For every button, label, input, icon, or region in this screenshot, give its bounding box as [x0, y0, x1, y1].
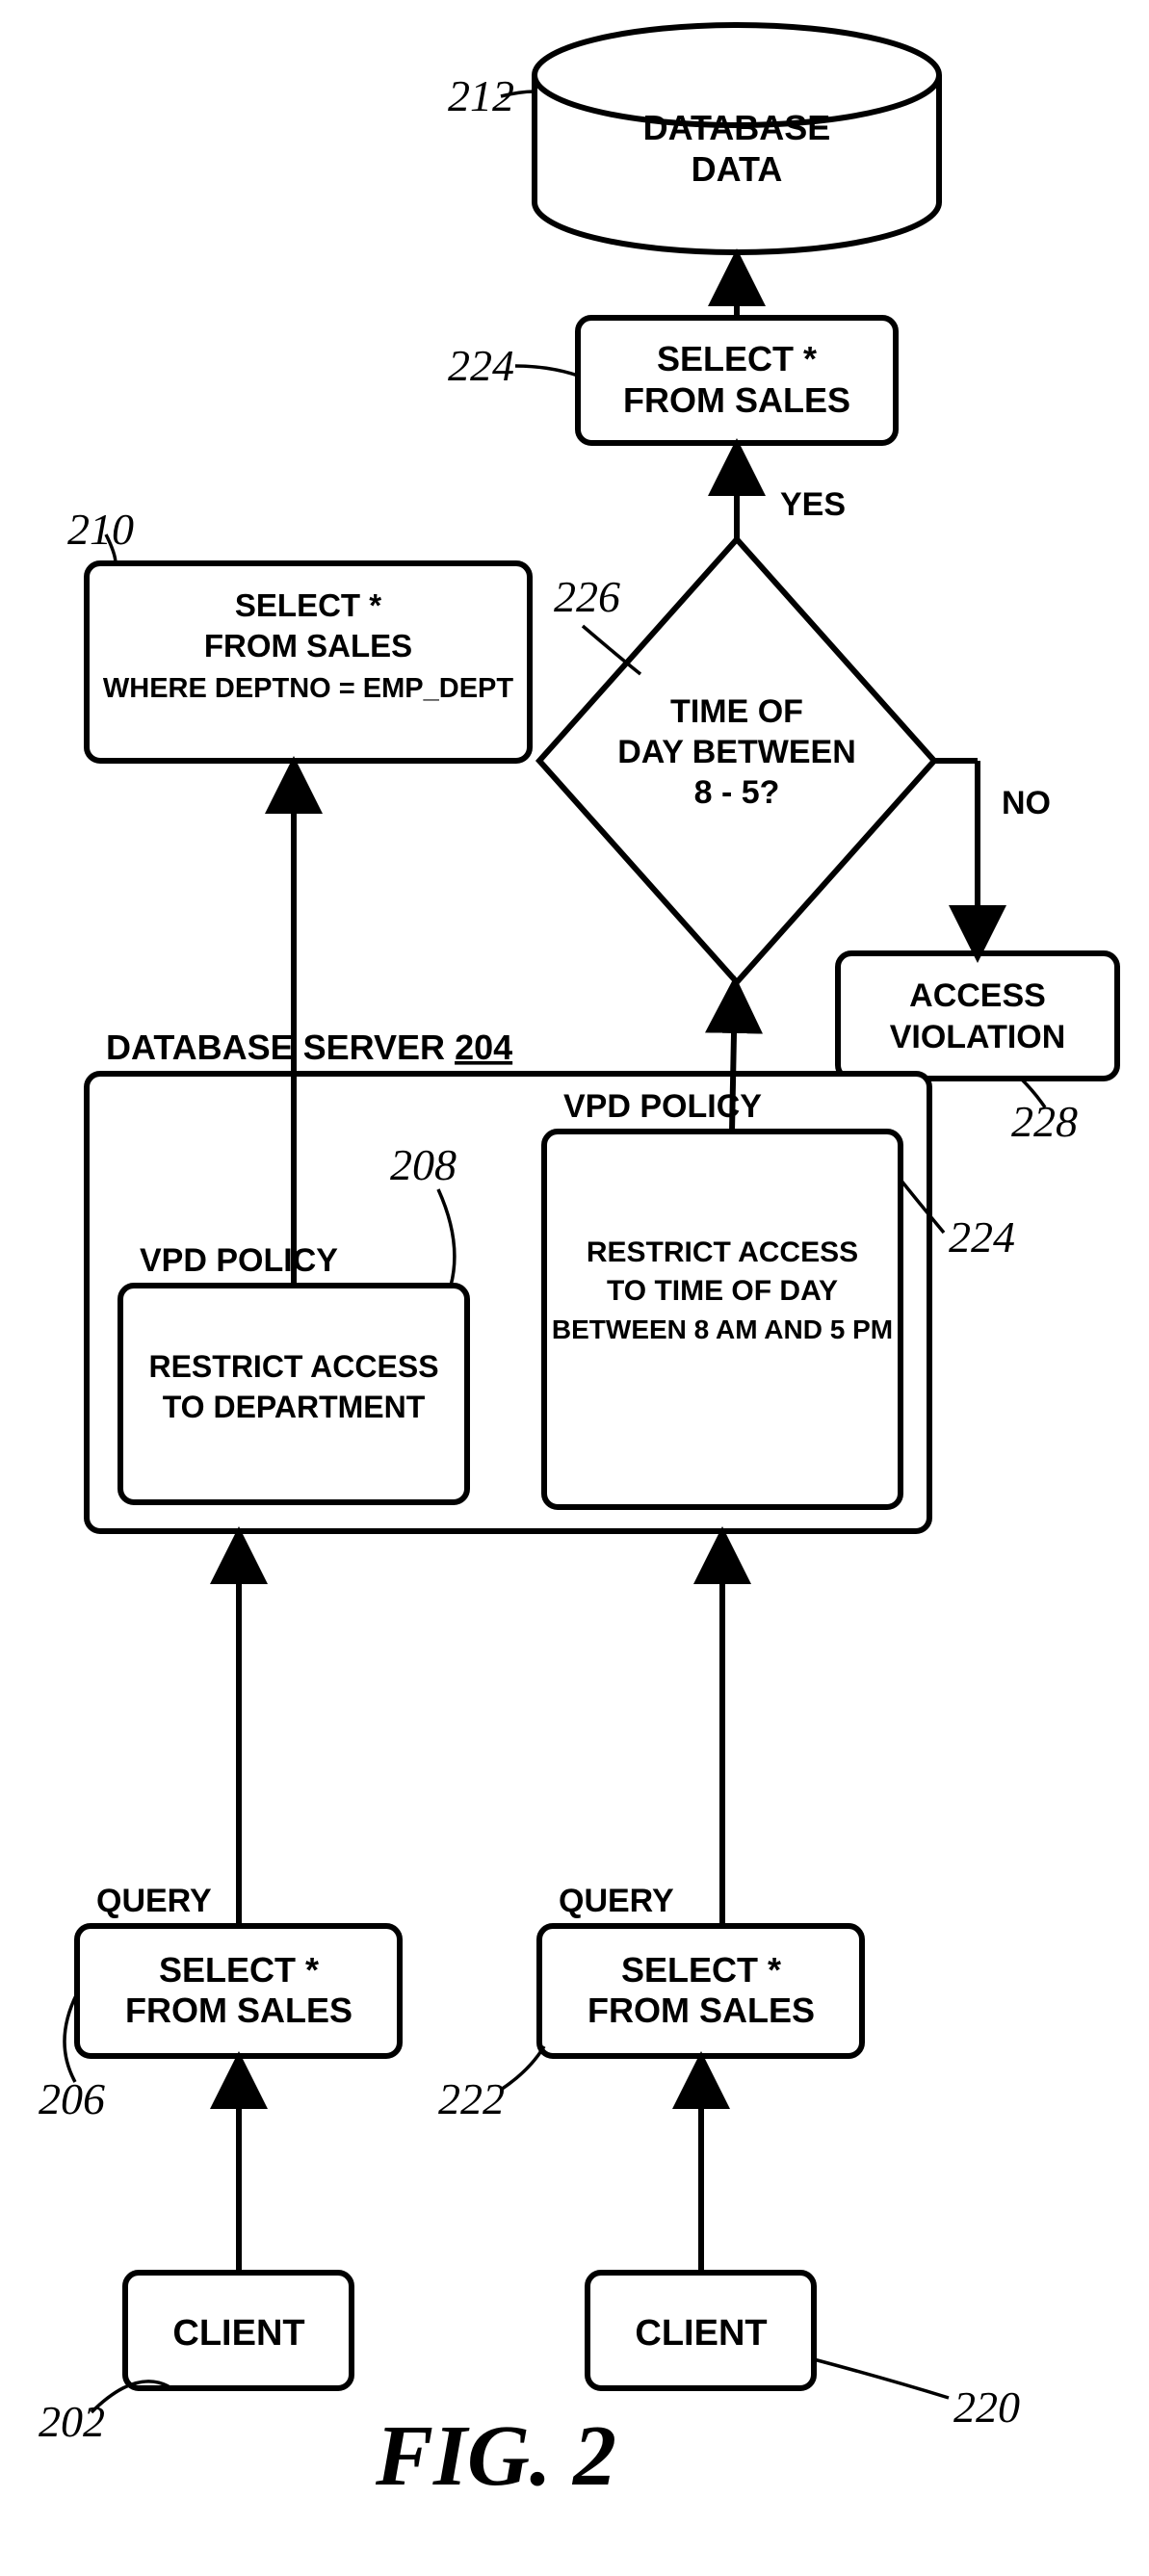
svg-text:FROM SALES: FROM SALES	[125, 1991, 353, 2030]
svg-text:226: 226	[554, 572, 620, 621]
svg-text:202: 202	[39, 2397, 105, 2446]
svg-text:208: 208	[390, 1140, 457, 1189]
svg-text:222: 222	[438, 2074, 505, 2123]
svg-text:FROM SALES: FROM SALES	[204, 628, 412, 664]
svg-text:VIOLATION: VIOLATION	[890, 1019, 1066, 1055]
svg-text:QUERY: QUERY	[559, 1883, 674, 1919]
svg-text:VPD POLICY: VPD POLICY	[140, 1242, 338, 1279]
svg-text:210: 210	[67, 505, 134, 554]
db-label-2: DATA	[692, 149, 783, 189]
svg-text:ACCESS: ACCESS	[909, 977, 1046, 1014]
svg-text:NO: NO	[1002, 785, 1051, 821]
svg-text:CLIENT: CLIENT	[172, 2313, 304, 2354]
svg-text:WHERE DEPTNO = EMP_DEPT: WHERE DEPTNO = EMP_DEPT	[103, 673, 513, 704]
svg-text:TO DEPARTMENT: TO DEPARTMENT	[163, 1390, 426, 1424]
svg-text:FROM SALES: FROM SALES	[588, 1991, 815, 2030]
svg-text:224: 224	[448, 341, 514, 390]
svg-text:FROM SALES: FROM SALES	[623, 380, 850, 420]
svg-text:SELECT *: SELECT *	[235, 587, 381, 623]
db-label-1: DATABASE	[643, 108, 831, 147]
svg-text:TIME OF: TIME OF	[670, 693, 803, 730]
svg-text:SELECT *: SELECT *	[657, 339, 817, 378]
svg-text:8 - 5?: 8 - 5?	[694, 774, 780, 811]
svg-text:DATABASE SERVER 204: DATABASE SERVER 204	[106, 1028, 512, 1067]
svg-text:FIG. 2: FIG. 2	[375, 2408, 616, 2504]
svg-text:TO TIME OF DAY: TO TIME OF DAY	[607, 1275, 838, 1307]
svg-text:SELECT *: SELECT *	[621, 1950, 781, 1990]
svg-text:RESTRICT ACCESS: RESTRICT ACCESS	[148, 1349, 438, 1384]
svg-text:BETWEEN 8 AM AND 5 PM: BETWEEN 8 AM AND 5 PM	[552, 1314, 893, 1344]
svg-text:YES: YES	[780, 486, 846, 523]
svg-text:206: 206	[39, 2074, 105, 2123]
svg-text:224: 224	[949, 1212, 1015, 1262]
diagram-canvas: svg.wires:not(#final) { display:none; } …	[0, 0, 1149, 2576]
svg-text:220: 220	[953, 2382, 1020, 2432]
svg-text:CLIENT: CLIENT	[635, 2313, 767, 2354]
svg-text:RESTRICT ACCESS: RESTRICT ACCESS	[587, 1236, 858, 1268]
svg-text:QUERY: QUERY	[96, 1883, 212, 1919]
figure-svg: DATABASE DATA SELECT * FROM SALES SELECT…	[0, 0, 1149, 2576]
svg-text:SELECT *: SELECT *	[159, 1950, 319, 1990]
svg-text:DAY BETWEEN: DAY BETWEEN	[617, 734, 856, 770]
